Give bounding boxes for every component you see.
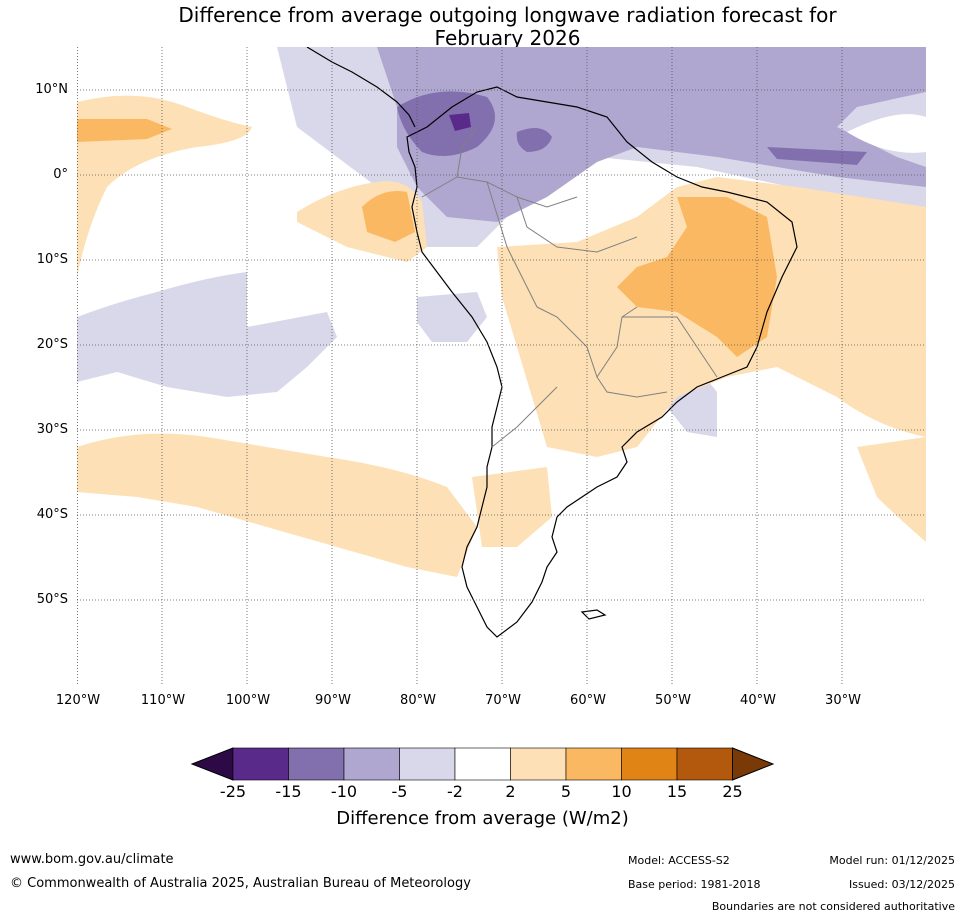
map-title-line1: Difference from average outgoing longwav… bbox=[178, 3, 837, 27]
anomaly-region-s-pacific-light-orange bbox=[77, 433, 477, 577]
falkland-islands bbox=[580, 609, 607, 620]
footer-base-period: Base period: 1981-2018 bbox=[628, 878, 761, 891]
lon-label-30w: 30°W bbox=[825, 693, 861, 708]
colorbar-tick-label: 2 bbox=[505, 782, 516, 801]
lon-label-100w: 100°W bbox=[225, 693, 271, 708]
colorbar-bin-5 bbox=[454, 747, 511, 781]
lon-label-60w: 60°W bbox=[570, 693, 606, 708]
colorbar-tick-label: -2 bbox=[447, 782, 463, 801]
anomaly-region-n-mid-purple bbox=[377, 47, 926, 222]
colorbar-max-arrow bbox=[732, 747, 775, 781]
colorbar-tick-label: -15 bbox=[275, 782, 302, 801]
colorbar-tick-label: -5 bbox=[391, 782, 408, 801]
footer-model-run: Model run: 01/12/2025 bbox=[829, 854, 955, 867]
lat-label-10s: 10°S bbox=[36, 252, 68, 267]
map-title-line2: February 2026 bbox=[434, 26, 581, 50]
lat-label-40s: 40°S bbox=[36, 507, 68, 522]
lon-label-40w: 40°W bbox=[740, 693, 776, 708]
colorbar-bin-1 bbox=[232, 747, 289, 781]
colorbar-min-arrow bbox=[190, 747, 234, 781]
colorbar-bin-4 bbox=[399, 747, 456, 781]
colorbar-tick-label: 25 bbox=[722, 782, 743, 801]
footer-website: www.bom.gov.au/climate bbox=[10, 852, 174, 867]
footer-issued: Issued: 03/12/2025 bbox=[848, 878, 955, 891]
colorbar-tick-label: 10 bbox=[611, 782, 632, 801]
anomaly-region-ne-pacific-light-orange bbox=[77, 95, 252, 277]
anomaly-region-n-dark-purple-2 bbox=[516, 128, 552, 152]
lat-label-20s: 20°S bbox=[36, 337, 68, 352]
map-gridlines bbox=[77, 47, 926, 685]
lat-label-10n: 10°N bbox=[35, 82, 68, 97]
anomaly-region-e-pacific-orange bbox=[362, 191, 415, 242]
colorbar-bin-3 bbox=[343, 747, 400, 781]
colorbar bbox=[190, 747, 775, 781]
anomaly-region-s-atlantic-light-orange bbox=[857, 437, 926, 542]
lon-label-110w: 110°W bbox=[140, 693, 186, 708]
colorbar-bin-7 bbox=[565, 747, 622, 781]
colorbar-bin-8 bbox=[621, 747, 678, 781]
footer-copyright: © Commonwealth of Australia 2025, Austra… bbox=[10, 876, 471, 891]
anomaly-region-patagonia-light-orange bbox=[472, 467, 552, 547]
lon-label-120w: 120°W bbox=[55, 693, 101, 708]
footer-model: Model: ACCESS-S2 bbox=[628, 854, 730, 867]
colorbar-bin-9 bbox=[676, 747, 733, 781]
lat-label-50s: 50°S bbox=[36, 592, 68, 607]
anomaly-region-n-white-hole bbox=[847, 114, 926, 153]
lon-label-80w: 80°W bbox=[400, 693, 436, 708]
colorbar-tick-label: 5 bbox=[560, 782, 572, 801]
anomaly-region-n-dark-purple-3 bbox=[767, 147, 867, 165]
lon-label-70w: 70°W bbox=[485, 693, 521, 708]
anomaly-region-n-dark-purple bbox=[397, 91, 495, 156]
colorbar-bin-6 bbox=[510, 747, 567, 781]
anomaly-region-brazil-orange bbox=[617, 197, 777, 357]
lat-label-30s: 30°S bbox=[36, 422, 68, 437]
south-america-coastline bbox=[406, 86, 798, 638]
olr-anomaly-map bbox=[77, 47, 926, 685]
anomaly-region-ne-pacific-orange bbox=[77, 119, 172, 142]
colorbar-tick-label: -25 bbox=[219, 782, 247, 801]
lon-label-50w: 50°W bbox=[655, 693, 691, 708]
anomaly-region-pacific-light-purple bbox=[77, 272, 337, 397]
colorbar-tick-label: -10 bbox=[330, 782, 358, 801]
colorbar-tick-label: 15 bbox=[666, 782, 688, 801]
colorbar-title: Difference from average (W/m2) bbox=[336, 808, 629, 829]
map-title: Difference from average outgoing longwav… bbox=[0, 4, 965, 50]
anomaly-region-chile-light-purple bbox=[417, 292, 487, 342]
lat-label-0: 0° bbox=[53, 167, 68, 182]
country-borders bbox=[421, 126, 718, 448]
lon-label-90w: 90°W bbox=[315, 693, 351, 708]
colorbar-bin-2 bbox=[288, 747, 345, 781]
anomaly-region-n-deepest-purple bbox=[449, 113, 471, 131]
footer-disclaimer: Boundaries are not considered authoritat… bbox=[711, 900, 955, 913]
